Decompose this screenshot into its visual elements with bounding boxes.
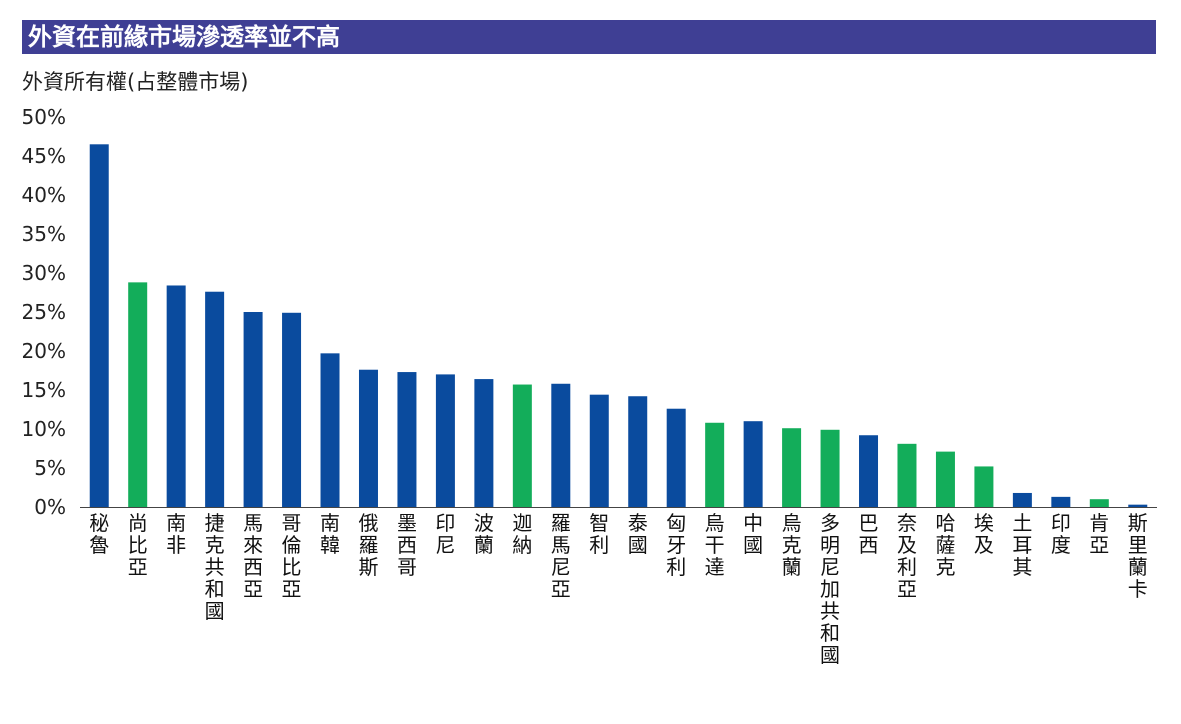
y-axis-label: 外資所有權(占整體市場) xyxy=(22,70,249,94)
x-category-label: 秘魯 xyxy=(89,511,109,557)
bar xyxy=(512,384,532,507)
y-tick-label: 50% xyxy=(22,105,66,129)
x-category-label: 墨西哥 xyxy=(397,511,417,579)
x-category-label: 匈牙利 xyxy=(666,511,686,579)
x-category-label: 奈及利亞 xyxy=(897,511,917,601)
y-tick-label: 10% xyxy=(22,417,66,441)
bar xyxy=(551,383,571,507)
y-axis-ticks: 0% 5% 10% 15% 20% 25% 30% 35% 40% 45% 50% xyxy=(22,105,66,519)
x-category-label: 埃及 xyxy=(974,511,994,557)
bar xyxy=(1012,492,1032,507)
x-category-label: 波蘭 xyxy=(474,511,494,557)
bar xyxy=(358,369,378,507)
bar xyxy=(397,372,417,507)
x-category-label: 南非 xyxy=(166,511,186,557)
bar xyxy=(89,144,109,508)
bar xyxy=(474,379,494,507)
y-tick-label: 35% xyxy=(22,222,66,246)
x-category-label: 印度 xyxy=(1051,511,1071,557)
y-tick-label: 5% xyxy=(34,456,66,480)
bar xyxy=(859,435,879,507)
x-category-label: 印尼 xyxy=(435,511,455,557)
bar xyxy=(782,428,802,507)
y-tick-label: 15% xyxy=(22,378,66,402)
x-category-label: 哥倫比亞 xyxy=(282,511,302,601)
chart-title: 外資在前緣市場滲透率並不高 xyxy=(28,23,340,51)
bar xyxy=(128,282,148,507)
x-category-label: 羅馬尼亞 xyxy=(551,511,571,601)
bar xyxy=(435,374,455,507)
bar xyxy=(743,421,763,507)
x-category-label: 烏克蘭 xyxy=(782,511,802,579)
x-category-label: 哈薩克 xyxy=(935,511,955,579)
y-tick-label: 0% xyxy=(34,495,66,519)
bar xyxy=(1089,499,1109,507)
x-category-label: 中國 xyxy=(743,511,763,557)
x-category-label: 尚比亞 xyxy=(128,511,148,579)
x-category-label: 多明尼加共和國 xyxy=(820,511,840,667)
bar xyxy=(820,429,840,507)
bars xyxy=(89,144,1148,508)
x-category-label: 肯亞 xyxy=(1089,511,1109,557)
y-tick-label: 40% xyxy=(22,183,66,207)
bar xyxy=(282,312,302,507)
bar xyxy=(205,291,225,507)
title-banner: 外資在前緣市場滲透率並不高 xyxy=(22,20,1156,54)
y-tick-label: 20% xyxy=(22,339,66,363)
x-category-label: 土耳其 xyxy=(1012,511,1032,579)
bar xyxy=(1128,504,1148,507)
x-category-label: 南韓 xyxy=(320,511,340,557)
bar xyxy=(705,422,725,507)
bar xyxy=(166,285,186,507)
x-category-label: 馬來西亞 xyxy=(243,511,263,601)
x-category-label: 斯里蘭卡 xyxy=(1128,511,1148,601)
bar xyxy=(320,353,340,507)
bar xyxy=(589,394,609,507)
bar xyxy=(243,312,263,507)
x-category-label: 俄羅斯 xyxy=(358,511,378,579)
x-category-label: 捷克共和國 xyxy=(205,511,225,623)
x-category-label: 智利 xyxy=(589,511,609,557)
bar xyxy=(1051,496,1071,507)
x-category-label: 泰國 xyxy=(628,511,648,557)
y-tick-label: 45% xyxy=(22,144,66,168)
x-category-label: 巴西 xyxy=(859,511,879,557)
x-category-label: 烏干達 xyxy=(705,511,725,579)
y-tick-label: 25% xyxy=(22,300,66,324)
bar xyxy=(935,451,955,507)
bar xyxy=(897,443,917,507)
y-tick-label: 30% xyxy=(22,261,66,285)
x-category-label: 迦納 xyxy=(512,511,532,557)
bar xyxy=(666,408,686,507)
bar xyxy=(974,466,994,507)
x-axis-labels: 秘魯尚比亞南非捷克共和國馬來西亞哥倫比亞南韓俄羅斯墨西哥印尼波蘭迦納羅馬尼亞智利… xyxy=(89,511,1148,667)
bar xyxy=(628,396,648,507)
